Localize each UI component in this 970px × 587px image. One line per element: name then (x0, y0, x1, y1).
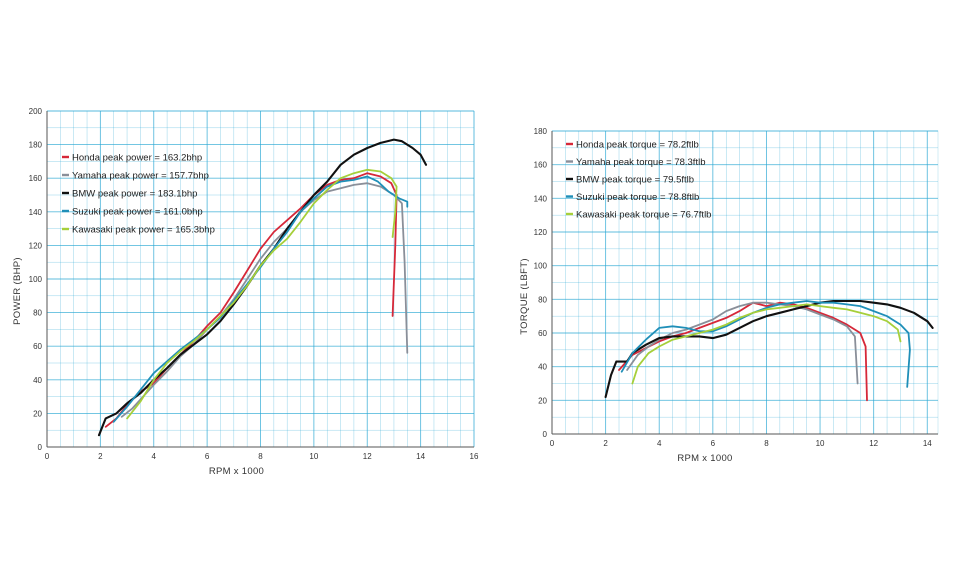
torque-legend-label-suzuki: Suzuki peak torque = 78.8ftlb (576, 192, 699, 203)
torque-legend-label-bmw: BMW peak torque = 79.5ftlb (576, 175, 694, 186)
torque-x-tick-label: 12 (869, 439, 878, 448)
power-y-tick-label: 60 (33, 342, 42, 351)
torque-y-tick-label: 100 (534, 262, 548, 271)
torque-y-tick-label: 160 (534, 161, 548, 170)
power-y-tick-label: 120 (29, 241, 43, 250)
power-x-tick-label: 6 (205, 452, 210, 461)
power-y-tick-label: 140 (29, 208, 43, 217)
power-x-tick-label: 12 (363, 452, 372, 461)
torque-y-tick-label: 40 (538, 363, 547, 372)
torque-series-kawasaki-line (631, 303, 902, 385)
power-x-tick-label: 8 (258, 452, 263, 461)
power-legend-label-kawasaki: Kawasaki peak power = 165.3bhp (72, 225, 215, 236)
power-y-tick-label: 40 (33, 376, 42, 385)
power-y-tick-label: 160 (29, 174, 43, 183)
power-y-tick-label: 0 (38, 443, 43, 452)
torque-x-tick-label: 14 (923, 439, 932, 448)
power-x-tick-label: 4 (152, 452, 157, 461)
power-legend-label-yamaha: Yamaha peak power = 157.7bhp (72, 171, 209, 182)
torque-y-tick-label: 120 (534, 228, 548, 237)
torque-y-tick-label: 20 (538, 396, 547, 405)
torque-y-tick-label: 60 (538, 329, 547, 338)
power-x-tick-label: 0 (45, 452, 50, 461)
power-series-suzuki-line (112, 175, 409, 423)
power-x-tick-label: 10 (309, 452, 318, 461)
power-series-yamaha-line (120, 182, 409, 418)
torque-x-axis-title: RPM x 1000 (677, 453, 732, 464)
power-series-kawasaki-line (126, 168, 398, 420)
torque-legend-label-honda: Honda peak torque = 78.2ftlb (576, 140, 699, 151)
power-legend-label-bmw: BMW peak power = 183.1bhp (72, 189, 197, 200)
torque-y-tick-label: 0 (543, 430, 548, 439)
torque-y-tick-label: 140 (534, 194, 548, 203)
torque-y-tick-label: 80 (538, 295, 547, 304)
torque-x-tick-label: 6 (711, 439, 716, 448)
torque-x-tick-label: 10 (816, 439, 825, 448)
torque-x-tick-label: 0 (550, 439, 555, 448)
power-y-tick-label: 180 (29, 141, 43, 150)
torque-series-suzuki-line (620, 300, 911, 388)
power-x-tick-label: 2 (98, 452, 103, 461)
power-y-tick-label: 20 (33, 409, 42, 418)
torque-x-tick-label: 2 (603, 439, 608, 448)
power-x-axis-title: RPM x 1000 (209, 466, 264, 477)
power-x-tick-label: 14 (416, 452, 425, 461)
power-x-tick-label: 16 (470, 452, 479, 461)
power-y-tick-label: 100 (29, 275, 43, 284)
power-legend-label-honda: Honda peak power = 163.2bhp (72, 153, 202, 164)
torque-legend-label-yamaha: Yamaha peak torque = 78.3ftlb (576, 157, 705, 168)
power-chart: 0 2 4 6 8 10 12 14 16020406080100120140160180200… (12, 107, 479, 477)
torque-x-tick-label: 8 (764, 439, 769, 448)
power-legend-label-suzuki: Suzuki peak power = 161.0bhp (72, 207, 203, 218)
power-y-axis-title: POWER (BHP) (12, 257, 23, 325)
torque-y-axis-title: TORQUE (LBFT) (519, 258, 530, 335)
power-y-tick-label: 200 (29, 107, 43, 116)
torque-legend-label-kawasaki: Kawasaki peak torque = 76.7ftlb (576, 210, 711, 221)
torque-y-tick-label: 180 (534, 127, 548, 136)
torque-x-tick-label: 4 (657, 439, 662, 448)
power-y-tick-label: 80 (33, 309, 42, 318)
torque-series-bmw-line (604, 299, 934, 399)
power-series-honda-line (104, 172, 398, 428)
